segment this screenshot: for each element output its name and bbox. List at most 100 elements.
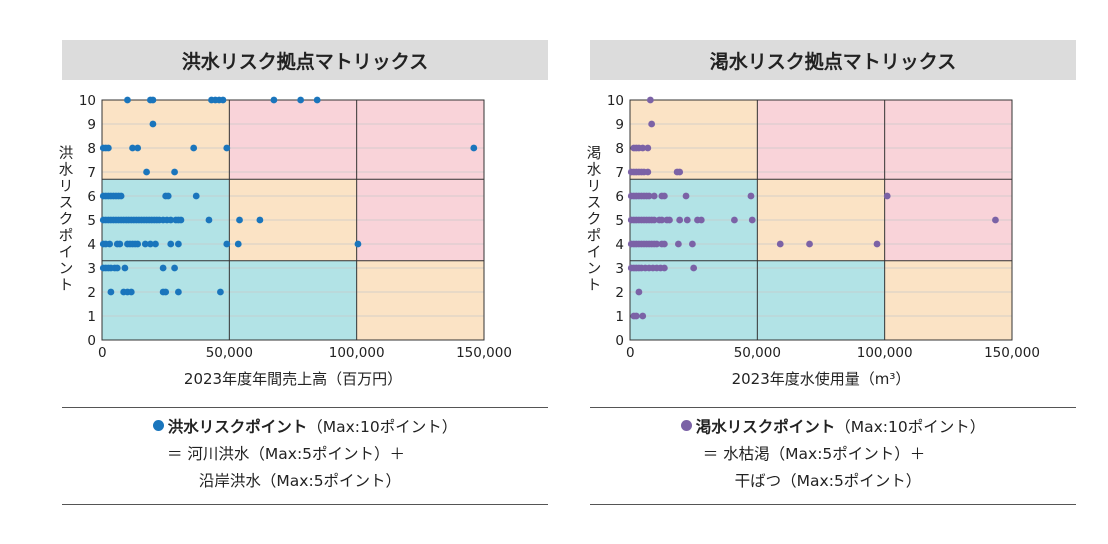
data-point bbox=[646, 96, 654, 104]
data-point bbox=[688, 240, 696, 248]
legend-max-note: （Max:10ポイント） bbox=[835, 418, 986, 436]
x-tick-label: 150,000 bbox=[984, 345, 1040, 361]
y-axis-label: 洪水リスクポイント bbox=[59, 145, 74, 294]
legend-formula-line: ＝ 河川洪水（Max:5ポイント）＋ bbox=[166, 445, 406, 463]
flood-scatter-chart: 0 1 2 3 4 5 6 7 8 9 10 0 50,000 100,000 150,000 2023年度年… bbox=[59, 93, 512, 388]
data-point bbox=[682, 192, 690, 200]
y-tick-label: 5 bbox=[87, 213, 96, 229]
data-point bbox=[747, 192, 755, 200]
flood-panel: 洪水リスク拠点マトリックス 0 1 2 3 4 5 6 7 8 9 10 0 50,000 100,000… bbox=[59, 40, 548, 520]
data-point bbox=[149, 120, 157, 128]
risk-zone bbox=[884, 260, 1012, 340]
data-point bbox=[146, 240, 154, 248]
risk-zone bbox=[356, 100, 484, 180]
data-point bbox=[107, 288, 115, 296]
data-point bbox=[106, 240, 114, 248]
drought-scatter-chart: 0 1 2 3 4 5 6 7 8 9 10 0 50,000 100,000 150,000 2023年度水… bbox=[587, 93, 1040, 388]
data-point bbox=[134, 240, 142, 248]
data-point bbox=[645, 192, 653, 200]
divider bbox=[590, 407, 1076, 408]
y-tick-label: 4 bbox=[615, 237, 624, 253]
y-tick-label: 6 bbox=[87, 189, 96, 205]
legend-formula-line: ＝ 水枯渇（Max:5ポイント）＋ bbox=[702, 445, 926, 463]
data-point bbox=[883, 192, 891, 200]
data-point bbox=[639, 144, 647, 152]
data-point bbox=[167, 216, 175, 224]
data-point bbox=[674, 240, 682, 248]
data-point bbox=[171, 168, 178, 176]
x-tick-label: 100,000 bbox=[857, 345, 913, 361]
x-axis-label: 2023年度年間売上高（百万円） bbox=[184, 370, 402, 388]
data-point bbox=[192, 192, 200, 200]
y-axis-label: 渇水リスクポイント bbox=[587, 145, 602, 294]
data-point bbox=[121, 264, 129, 272]
data-point bbox=[873, 240, 881, 248]
legend-marker-icon bbox=[152, 420, 164, 431]
data-point bbox=[697, 216, 705, 224]
data-point bbox=[635, 288, 643, 296]
data-point bbox=[177, 216, 185, 224]
data-point bbox=[690, 264, 698, 272]
x-tick-label: 0 bbox=[98, 345, 107, 361]
y-tick-label: 0 bbox=[615, 333, 624, 349]
risk-zone bbox=[757, 260, 885, 340]
y-tick-label: 3 bbox=[615, 261, 624, 277]
y-tick-label: 7 bbox=[615, 165, 624, 181]
y-tick-label: 2 bbox=[615, 285, 624, 301]
data-point bbox=[175, 288, 182, 296]
data-point bbox=[141, 240, 149, 248]
data-point bbox=[234, 240, 242, 248]
legend: 渇水リスクポイント（Max:10ポイント） ＝ 水枯渇（Max:5ポイント）＋ … bbox=[590, 414, 1076, 495]
y-tick-label: 10 bbox=[607, 93, 624, 109]
data-point bbox=[217, 288, 224, 296]
x-tick-label: 50,000 bbox=[734, 345, 781, 361]
risk-zone bbox=[229, 100, 357, 180]
data-point bbox=[660, 240, 668, 248]
y-tick-label: 8 bbox=[615, 141, 624, 157]
y-tick-label: 7 bbox=[87, 165, 96, 181]
data-point bbox=[236, 216, 243, 224]
data-point bbox=[313, 96, 321, 104]
data-point bbox=[666, 216, 673, 224]
data-point bbox=[129, 144, 136, 152]
legend-max-note: （Max:10ポイント） bbox=[307, 418, 458, 436]
data-point bbox=[116, 240, 124, 248]
data-point bbox=[171, 264, 178, 272]
data-point bbox=[354, 240, 362, 248]
y-tick-label: 2 bbox=[87, 285, 96, 301]
data-point bbox=[223, 144, 231, 152]
chart-title: 洪水リスク拠点マトリックス bbox=[62, 40, 548, 80]
y-tick-label: 6 bbox=[615, 189, 624, 205]
data-point bbox=[632, 312, 640, 320]
data-point bbox=[164, 192, 172, 200]
y-tick-label: 9 bbox=[615, 117, 624, 133]
data-point bbox=[992, 216, 999, 224]
legend-series-label: 渇水リスクポイント bbox=[695, 418, 836, 436]
risk-zone bbox=[630, 100, 758, 180]
risk-zone bbox=[102, 100, 230, 180]
data-point bbox=[113, 264, 121, 272]
y-tick-label: 1 bbox=[87, 309, 96, 325]
y-tick-label: 10 bbox=[79, 93, 96, 109]
data-point bbox=[683, 216, 691, 224]
risk-zone bbox=[757, 100, 885, 180]
data-point bbox=[256, 216, 264, 224]
y-tick-label: 9 bbox=[87, 117, 96, 133]
risk-zone bbox=[630, 260, 758, 340]
data-point bbox=[127, 288, 135, 296]
data-point bbox=[644, 144, 652, 152]
y-tick-label: 4 bbox=[87, 237, 96, 253]
data-point bbox=[223, 240, 231, 248]
legend-marker-icon bbox=[680, 420, 692, 431]
x-tick-label: 50,000 bbox=[206, 345, 253, 361]
data-point bbox=[175, 240, 182, 248]
data-point bbox=[806, 240, 813, 248]
data-point bbox=[644, 168, 652, 176]
data-point bbox=[167, 240, 175, 248]
legend: 洪水リスクポイント（Max:10ポイント） ＝ 河川洪水（Max:5ポイント）＋… bbox=[62, 414, 548, 495]
y-tick-label: 0 bbox=[87, 333, 96, 349]
data-point bbox=[117, 192, 125, 200]
data-point bbox=[470, 144, 478, 152]
risk-zone bbox=[102, 260, 230, 340]
risk-zone bbox=[229, 260, 357, 340]
